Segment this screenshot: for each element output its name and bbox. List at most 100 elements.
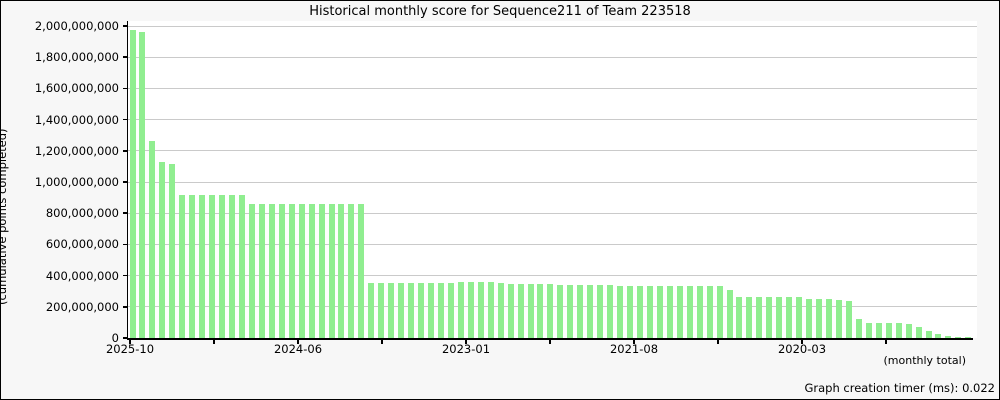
bar bbox=[498, 283, 504, 338]
grid-line bbox=[128, 243, 977, 245]
bar bbox=[169, 164, 175, 338]
bar bbox=[149, 141, 155, 338]
bar bbox=[398, 283, 404, 338]
bar bbox=[289, 204, 295, 338]
bar bbox=[249, 204, 255, 338]
bar bbox=[199, 195, 205, 338]
bar bbox=[945, 336, 951, 338]
bar bbox=[766, 297, 772, 338]
bar bbox=[607, 285, 613, 338]
bar bbox=[319, 204, 325, 338]
x-tick bbox=[213, 339, 215, 344]
bar bbox=[537, 284, 543, 338]
y-tick bbox=[123, 337, 128, 339]
x-tick bbox=[129, 339, 131, 344]
bar bbox=[717, 286, 723, 338]
grid-line bbox=[128, 119, 977, 121]
bar bbox=[856, 319, 862, 338]
bar bbox=[130, 30, 136, 338]
bar bbox=[388, 283, 394, 338]
bar bbox=[597, 285, 603, 338]
bar bbox=[965, 337, 971, 338]
y-tick bbox=[123, 87, 128, 90]
y-tick-label: 800,000,000 bbox=[45, 206, 119, 221]
bar bbox=[776, 297, 782, 338]
bar bbox=[209, 195, 215, 338]
bar bbox=[418, 283, 424, 338]
bar bbox=[627, 286, 633, 338]
bar bbox=[478, 282, 484, 338]
bar bbox=[637, 286, 643, 338]
bar bbox=[518, 284, 524, 338]
y-tick-label: 2,000,000,000 bbox=[34, 19, 119, 33]
y-tick-label: 600,000,000 bbox=[45, 237, 119, 252]
x-tick-label: 2023-01 bbox=[441, 342, 491, 356]
x-tick-label: 2021-08 bbox=[609, 342, 659, 356]
bar bbox=[955, 337, 961, 338]
x-tick-label: 2024-06 bbox=[273, 342, 323, 356]
bar bbox=[707, 286, 713, 338]
bar bbox=[816, 299, 822, 338]
bar bbox=[468, 282, 474, 338]
bar bbox=[348, 204, 354, 338]
bar bbox=[806, 299, 812, 338]
x-tick-label: 2020-03 bbox=[777, 342, 827, 356]
bar bbox=[309, 204, 315, 338]
bar bbox=[179, 195, 185, 338]
grid-line bbox=[128, 275, 977, 277]
bar bbox=[368, 283, 374, 338]
x-tick bbox=[801, 339, 803, 344]
x-tick bbox=[885, 339, 887, 344]
bar bbox=[657, 286, 663, 338]
bar bbox=[727, 290, 733, 338]
bar bbox=[259, 204, 265, 338]
bar bbox=[846, 301, 852, 338]
bar bbox=[617, 286, 623, 338]
x-tick bbox=[717, 339, 719, 344]
bar bbox=[876, 323, 882, 338]
y-tick bbox=[123, 150, 128, 152]
bar bbox=[677, 286, 683, 338]
bar bbox=[587, 285, 593, 338]
y-tick bbox=[123, 25, 128, 27]
bar bbox=[458, 282, 464, 338]
grid-line bbox=[128, 25, 977, 27]
bar bbox=[647, 286, 653, 338]
x-axis-line bbox=[126, 338, 973, 340]
y-tick-label: 200,000,000 bbox=[45, 299, 119, 314]
bar bbox=[935, 334, 941, 338]
x-axis-label: (monthly total) bbox=[883, 354, 967, 367]
bar bbox=[508, 284, 514, 338]
chart-title: Historical monthly score for Sequence211… bbox=[309, 4, 691, 19]
grid-line bbox=[128, 150, 977, 152]
bar bbox=[528, 284, 534, 338]
bar bbox=[866, 323, 872, 338]
bar bbox=[906, 324, 912, 338]
y-tick-label: 0 bbox=[111, 331, 119, 345]
bar bbox=[836, 300, 842, 338]
bar bbox=[796, 297, 802, 338]
x-tick bbox=[381, 339, 383, 344]
grid-line bbox=[128, 87, 977, 89]
bar bbox=[577, 285, 583, 338]
bar bbox=[269, 204, 275, 338]
y-tick-label: 1,400,000,000 bbox=[34, 112, 119, 127]
bar bbox=[886, 323, 892, 338]
y-tick bbox=[123, 181, 128, 183]
bar bbox=[338, 204, 344, 338]
y-tick-label: 1,800,000,000 bbox=[34, 50, 119, 65]
bar bbox=[736, 297, 742, 338]
y-tick bbox=[123, 118, 128, 121]
bar bbox=[826, 299, 832, 338]
bar bbox=[279, 204, 285, 338]
bar bbox=[756, 297, 762, 338]
y-tick bbox=[123, 306, 128, 308]
y-axis-line bbox=[126, 21, 128, 338]
bar bbox=[408, 283, 414, 338]
bar bbox=[299, 204, 305, 338]
y-tick bbox=[123, 56, 128, 58]
footer-timer: Graph creation timer (ms): 0.022 bbox=[804, 381, 995, 395]
y-axis-label: (cumulative points completed) bbox=[0, 128, 9, 305]
bar bbox=[547, 284, 553, 338]
